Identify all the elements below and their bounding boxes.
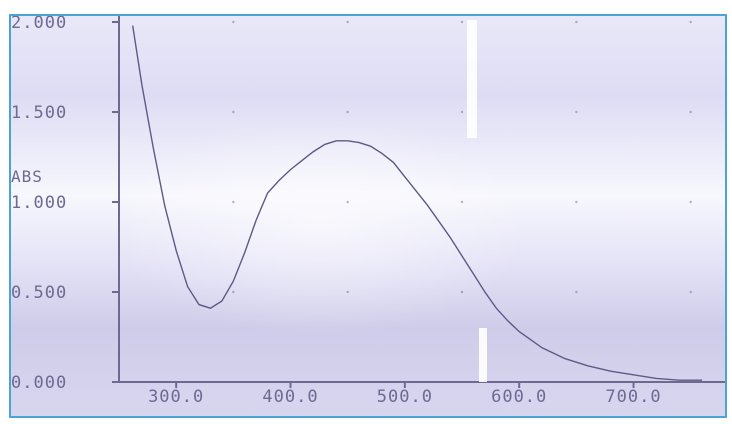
grid-dot [232,200,235,204]
grid-dot [346,20,349,24]
x-tick-label: 700.0 [605,387,661,407]
axes [118,16,725,383]
grid-dots [232,20,692,294]
y-tick-label: 0.500 [11,283,67,303]
y-axis-label: ABS [11,167,43,186]
y-tick-label: 0.000 [11,373,67,393]
instrument-screen: 0.000 0.500 1.000 1.500 2.000 300.0 400.0 500.… [9,14,727,418]
glare-streak-top [467,20,477,138]
series-line [132,25,703,381]
x-axis-ticks: 300.0 400.0 500.0 600.0 700.0 [148,382,661,407]
x-tick-label: 500.0 [377,387,433,407]
grid-dot [346,110,349,114]
grid-dot [346,290,349,294]
grid-dot [575,290,578,294]
grid-dot [346,200,349,204]
grid-dot [575,110,578,114]
grid-dot [575,200,578,204]
x-tick-label: 400.0 [262,387,318,407]
grid-dot [232,110,235,114]
grid-dot [689,290,692,294]
grid-dot [460,200,464,204]
grid-dot [689,20,692,24]
grid-dot [232,290,235,294]
grid-dot [232,20,235,24]
x-tick-label: 300.0 [148,387,204,407]
grid-dot [460,290,464,294]
screen-glare [131,116,551,336]
x-tick-label: 600.0 [491,387,547,407]
grid-dot [460,110,464,114]
glare-streak-bottom [479,328,487,382]
y-tick-label: 2.000 [11,16,67,33]
y-axis-ticks: 0.000 0.500 1.000 1.500 2.000 [11,16,119,393]
grid-dot [460,20,464,24]
y-tick-label: 1.000 [11,193,67,213]
grid-dot [689,110,692,114]
grid-dot [689,200,692,204]
grid-dot [575,20,578,24]
y-tick-label: 1.500 [11,103,67,123]
absorbance-chart: 0.000 0.500 1.000 1.500 2.000 300.0 400.0 500.… [11,16,725,416]
